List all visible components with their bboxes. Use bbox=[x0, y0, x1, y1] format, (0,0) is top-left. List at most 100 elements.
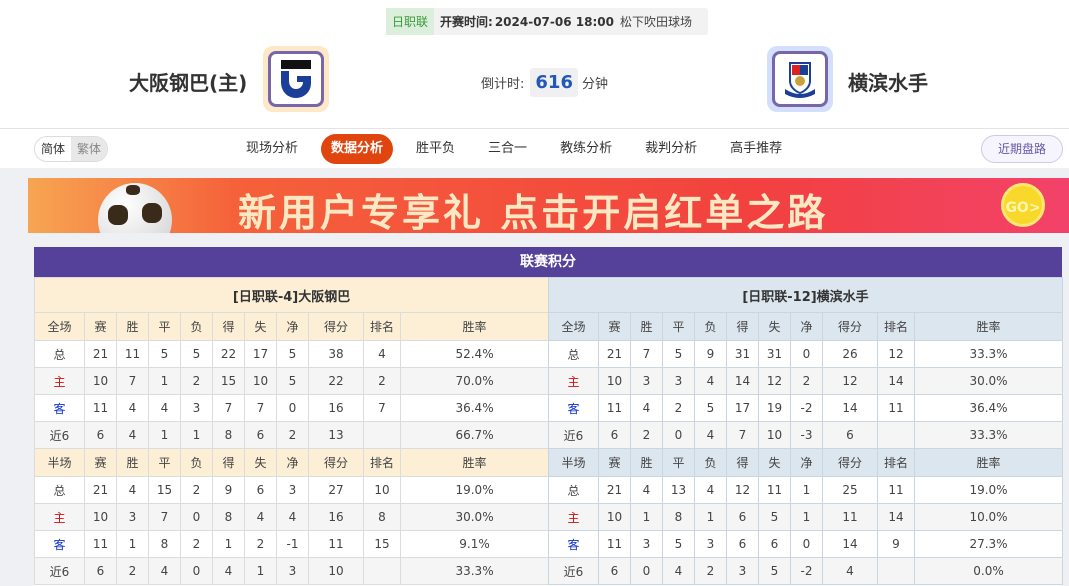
table-row: 客 11 4 4 3 7 7 0 16 7 36.4% bbox=[34, 394, 550, 422]
table-cell: 15 bbox=[363, 530, 401, 558]
team-header-row: [日职联-12]横滨水手 bbox=[547, 277, 1064, 313]
table-cell: 19.0% bbox=[399, 476, 550, 504]
table-cell: 12 bbox=[726, 476, 759, 504]
match-header: 日职联 开赛时间: 2024-07-06 18:00 松下吹田球场 大阪钢巴(主… bbox=[0, 0, 1069, 128]
row-label: 总 bbox=[34, 476, 85, 504]
league-badge[interactable]: 日职联 bbox=[386, 8, 435, 35]
table-cell: 8 bbox=[212, 503, 245, 531]
column-header: 平 bbox=[662, 448, 695, 477]
table-cell: 14 bbox=[877, 503, 915, 531]
table-cell: 31 bbox=[726, 340, 759, 368]
table-cell: 19 bbox=[758, 394, 791, 422]
table-cell: 15 bbox=[148, 476, 181, 504]
tab-0[interactable]: 现场分析 bbox=[246, 141, 299, 156]
tab-3[interactable]: 三合一 bbox=[488, 141, 528, 156]
table-cell: 0 bbox=[662, 421, 695, 449]
table-cell: 0 bbox=[276, 394, 309, 422]
table-cell: 16 bbox=[308, 503, 364, 531]
go-button[interactable]: GO> bbox=[1001, 183, 1045, 227]
lang-simplified[interactable]: 简体 bbox=[41, 142, 66, 156]
table-row: 近6 6 2 4 0 4 1 3 10 33.3% bbox=[34, 557, 550, 585]
language-toggle: 简体 繁体 bbox=[34, 136, 109, 162]
table-cell: 9.1% bbox=[399, 530, 550, 558]
table-cell: 5 bbox=[758, 503, 791, 531]
table-cell bbox=[877, 557, 915, 585]
table-cell: 10 bbox=[598, 503, 631, 531]
table-cell: 10 bbox=[363, 476, 401, 504]
table-cell: 31 bbox=[758, 340, 791, 368]
table-cell: 10 bbox=[84, 503, 117, 531]
tab-2[interactable]: 胜平负 bbox=[416, 141, 456, 156]
table-cell: 9 bbox=[694, 340, 727, 368]
away-team-name[interactable]: 横滨水手 bbox=[848, 71, 928, 95]
column-header: 赛 bbox=[598, 448, 631, 477]
table-cell: 5 bbox=[758, 557, 791, 585]
table-cell: 8 bbox=[662, 503, 695, 531]
table-cell: 4 bbox=[694, 421, 727, 449]
table-cell bbox=[877, 421, 915, 449]
table-cell: 2 bbox=[662, 394, 695, 422]
table-cell: 0.0% bbox=[913, 557, 1064, 585]
table-cell: 10.0% bbox=[913, 503, 1064, 531]
row-label: 客 bbox=[548, 530, 599, 558]
row-label: 近6 bbox=[548, 557, 599, 585]
table-cell: 1 bbox=[694, 503, 727, 531]
table-cell: 5 bbox=[276, 367, 309, 395]
table-row: 总 21 4 15 2 9 6 3 27 10 19.0% bbox=[34, 476, 550, 504]
column-header: 得 bbox=[726, 448, 759, 477]
table-cell: -2 bbox=[790, 394, 823, 422]
table-cell: 0 bbox=[790, 530, 823, 558]
table-cell: 30.0% bbox=[399, 503, 550, 531]
table-cell: 6 bbox=[726, 530, 759, 558]
table-cell: 2 bbox=[694, 557, 727, 585]
table-cell: 15 bbox=[212, 367, 245, 395]
column-header: 排名 bbox=[877, 448, 915, 477]
recent-handicap-button[interactable]: 近期盘路 bbox=[981, 135, 1063, 163]
table-row: 主 10 1 8 1 6 5 1 11 14 10.0% bbox=[548, 503, 1064, 531]
table-cell: 1 bbox=[244, 557, 277, 585]
table-cell: 11 bbox=[116, 340, 149, 368]
table-cell: 0 bbox=[630, 557, 663, 585]
table-cell: 4 bbox=[630, 476, 663, 504]
column-header: 胜率 bbox=[399, 448, 550, 477]
table-cell: 10 bbox=[308, 557, 364, 585]
table-cell: 5 bbox=[276, 340, 309, 368]
tab-6[interactable]: 高手推荐 bbox=[730, 141, 783, 156]
table-row: 总 21 11 5 5 22 17 5 38 4 52.4% bbox=[34, 340, 550, 368]
table-cell: 3 bbox=[630, 530, 663, 558]
lang-traditional[interactable]: 繁体 bbox=[71, 137, 108, 161]
table-cell: 11 bbox=[598, 530, 631, 558]
table-cell: 5 bbox=[662, 340, 695, 368]
table-cell: 2 bbox=[363, 367, 401, 395]
table-cell: 8 bbox=[363, 503, 401, 531]
table-cell: 17 bbox=[244, 340, 277, 368]
tab-4[interactable]: 教练分析 bbox=[560, 141, 613, 156]
table-cell: 12 bbox=[822, 367, 878, 395]
home-team-logo[interactable] bbox=[263, 46, 329, 112]
countdown-value: 616 bbox=[530, 68, 578, 97]
home-team-name[interactable]: 大阪钢巴(主) bbox=[129, 71, 248, 95]
table-cell: 5 bbox=[180, 340, 213, 368]
table-cell: 1 bbox=[116, 530, 149, 558]
away-standings: [日职联-12]横滨水手 全场赛胜平负得失净得分 排名 胜率总 21 7 5 9 31 31 0 26… bbox=[547, 277, 1064, 585]
promo-banner[interactable]: 新用户专享礼 点击开启红单之路 GO> bbox=[28, 178, 1069, 233]
away-team-logo[interactable] bbox=[767, 46, 833, 112]
table-cell: 4 bbox=[662, 557, 695, 585]
table-row: 近6 6 0 4 2 3 5 -2 4 0.0% bbox=[548, 557, 1064, 585]
half-column-header-row: 半场赛胜平负得失净得分 排名 胜率 bbox=[548, 448, 1064, 477]
tab-1[interactable]: 数据分析 bbox=[321, 134, 394, 164]
standings-title: 联赛积分 bbox=[34, 247, 1062, 277]
analysis-nav: 简体 繁体 现场分析 数据分析 胜平负 三合一 教练分析 裁判分析 高手推荐 近期盘路 bbox=[0, 128, 1069, 168]
table-cell: 30.0% bbox=[913, 367, 1064, 395]
table-cell: 11 bbox=[84, 530, 117, 558]
table-cell: 21 bbox=[598, 476, 631, 504]
table-cell: 16 bbox=[308, 394, 364, 422]
table-cell: 33.3% bbox=[913, 421, 1064, 449]
tab-5[interactable]: 裁判分析 bbox=[645, 141, 698, 156]
football-icon bbox=[98, 183, 172, 233]
table-cell: 11 bbox=[758, 476, 791, 504]
row-label: 客 bbox=[548, 394, 599, 422]
table-cell: 12 bbox=[877, 340, 915, 368]
countdown-unit: 分钟 bbox=[581, 77, 608, 92]
table-cell: 2 bbox=[790, 367, 823, 395]
